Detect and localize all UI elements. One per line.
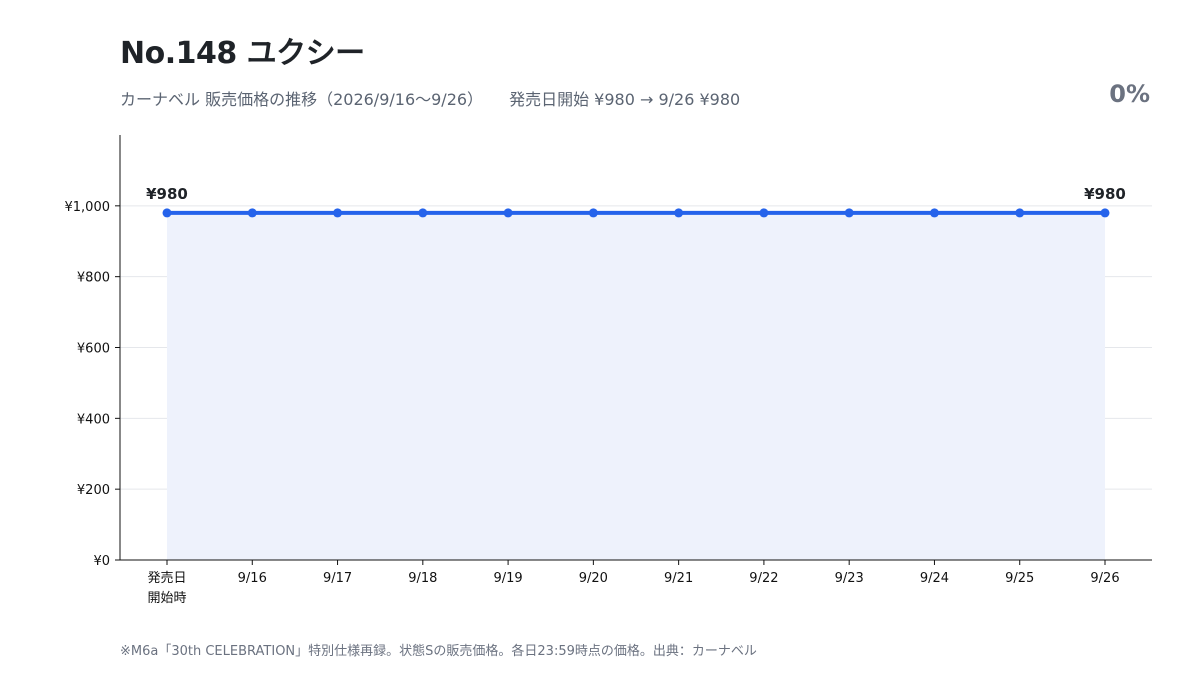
x-tick-label-line: 9/23 <box>835 571 864 586</box>
chart-footnote: ※M6a「30th CELEBRATION」特別仕様再録。状態Sの販売価格。各日… <box>120 644 757 659</box>
x-tick-label: 9/22 <box>749 571 778 586</box>
axis-layer: ¥0 ¥200 ¥400 ¥600 ¥800 ¥1,000 発売日開始時 9/16 9/17 9/… <box>65 135 1152 606</box>
y-tick-label: ¥400 <box>77 412 110 427</box>
x-tick-label-line: 9/22 <box>749 571 778 586</box>
x-tick-label: 9/24 <box>920 571 949 586</box>
x-tick-label-line: 9/18 <box>408 571 437 586</box>
data-label: ¥980 <box>146 185 188 203</box>
x-tick-label-line: 9/19 <box>493 571 522 586</box>
x-tick-label: 9/21 <box>664 571 693 586</box>
x-tick-label: 9/20 <box>579 571 608 586</box>
subtitle-period: カーナベル 販売価格の推移（2026/9/16〜9/26） <box>120 90 484 109</box>
x-tick-label-line: 9/24 <box>920 571 949 586</box>
y-tick-label: ¥0 <box>93 554 110 569</box>
x-tick-label-line: 9/21 <box>664 571 693 586</box>
data-point <box>503 208 513 218</box>
x-tick-label-line: 9/16 <box>238 571 267 586</box>
y-tick-label: ¥600 <box>77 342 110 357</box>
x-tick-label: 発売日開始時 <box>147 570 186 606</box>
line-layer <box>162 208 1110 218</box>
x-tick-label: 9/16 <box>238 571 267 586</box>
area-fill <box>167 212 1105 560</box>
x-tick-label-line: 9/20 <box>579 571 608 586</box>
x-tick-label-line: 9/25 <box>1005 571 1034 586</box>
x-tick-label: 9/18 <box>408 571 437 586</box>
x-tick-label-line: 発売日 <box>147 570 186 586</box>
y-tick-label: ¥200 <box>77 483 110 498</box>
x-tick-label: 9/25 <box>1005 571 1034 586</box>
label-layer: ¥980 ¥980 <box>146 185 1126 203</box>
data-label: ¥980 <box>1084 185 1126 203</box>
chart-title: No.148 ユクシー <box>120 36 365 71</box>
data-point <box>1100 208 1110 218</box>
x-tick-label: 9/23 <box>835 571 864 586</box>
data-point <box>844 208 854 218</box>
y-tick-label: ¥1,000 <box>65 200 111 215</box>
area-layer <box>167 212 1105 560</box>
x-tick-label-line: 開始時 <box>147 591 186 606</box>
chart-subtitle: カーナベル 販売価格の推移（2026/9/16〜9/26） 発売日開始 ¥980 … <box>120 86 740 110</box>
y-tick-label: ¥800 <box>77 271 110 286</box>
x-tick-label-line: 9/17 <box>323 571 352 586</box>
data-point <box>929 208 939 218</box>
data-point <box>588 208 598 218</box>
data-point <box>674 208 684 218</box>
data-point <box>418 208 428 218</box>
x-tick-label: 9/17 <box>323 571 352 586</box>
x-tick-label-line: 9/26 <box>1090 571 1119 586</box>
subtitle-price-summary: 発売日開始 ¥980 → 9/26 ¥980 <box>509 90 741 109</box>
data-point <box>162 208 172 218</box>
data-point <box>247 208 257 218</box>
data-point <box>759 208 769 218</box>
data-point <box>333 208 343 218</box>
price-change-percent: 0% <box>1109 80 1150 108</box>
x-tick-label: 9/19 <box>493 571 522 586</box>
x-tick-label: 9/26 <box>1090 571 1119 586</box>
data-point <box>1015 208 1025 218</box>
